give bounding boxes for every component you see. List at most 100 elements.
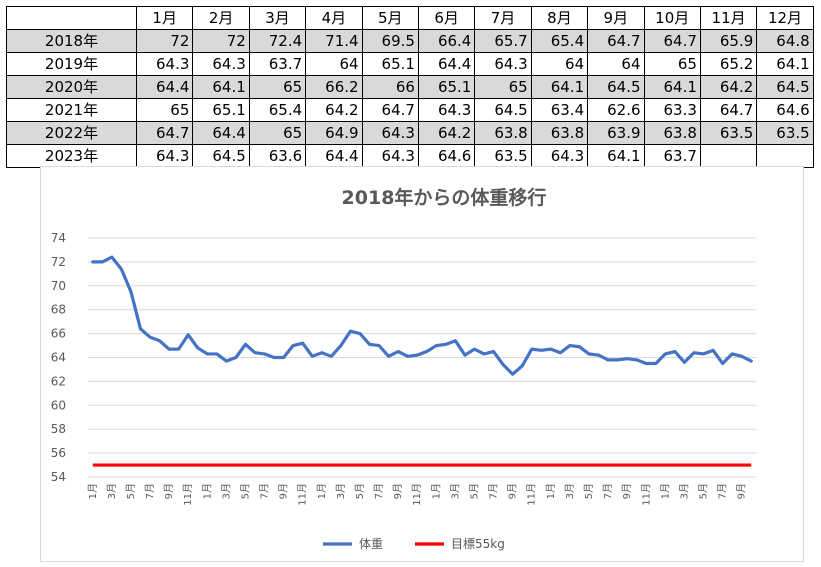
weight-cell: 63.5	[474, 144, 532, 168]
year-header: 2022年	[6, 121, 137, 145]
month-header: 10月	[643, 6, 701, 30]
weight-cell: 65	[248, 75, 307, 99]
weight-cell: 72.4	[248, 29, 307, 53]
x-tick-label: 3月	[335, 483, 347, 499]
table-row: 2022年 64.7 64.4 65 64.9 64.3 64.2 63.8 63.8 63.9 6…	[6, 121, 814, 145]
x-tick-label: 9月	[392, 483, 404, 499]
month-header: 3月	[248, 6, 307, 30]
weight-cell: 63.7	[248, 52, 307, 76]
weight-cell: 64.3	[530, 144, 589, 168]
month-header: 6月	[417, 6, 476, 30]
month-header: 9月	[587, 6, 645, 30]
month-header: 1月	[135, 6, 194, 30]
weight-table: 1月 2月 3月 4月 5月 6月 7月 8月 9月 10月 11月 12月 2018年 72 72 72.4…	[6, 6, 814, 168]
x-tick-label: 5月	[354, 483, 366, 499]
weight-cell: 64.1	[530, 75, 589, 99]
weight-line-chart: 2018年からの体重移行 54 56 58 60 62 64 66 68 70 72 74 1月 3月 5月…	[51, 186, 756, 551]
x-tick-label: 9月	[621, 483, 633, 499]
weight-cell: 64.4	[135, 75, 194, 99]
weight-cell: 64.7	[643, 29, 701, 53]
table-row: 2018年 72 72 72.4 71.4 69.5 66.4 65.7 65.4 64.7 64.…	[6, 29, 814, 53]
weight-cell: 64.1	[587, 144, 645, 168]
x-tick-label: 7月	[373, 483, 385, 499]
weight-cell: 64.3	[417, 98, 476, 122]
weight-cell: 64.7	[361, 98, 419, 122]
x-tick-label: 11月	[640, 483, 652, 506]
weight-cell: 72	[192, 29, 250, 53]
weight-cell: 64.2	[699, 75, 758, 99]
x-tick-label: 3月	[106, 483, 118, 499]
weight-cell: 63.4	[530, 98, 589, 122]
table-row: 2020年 64.4 64.1 65 66.2 66 65.1 65 64.1 64.5 64.1 6…	[6, 75, 814, 99]
weight-cell: 64.8	[756, 29, 814, 53]
table-corner-cell	[6, 6, 137, 30]
weight-cell	[756, 144, 814, 168]
y-tick-label: 58	[51, 422, 66, 436]
table-header-row: 1月 2月 3月 4月 5月 6月 7月 8月 9月 10月 11月 12月	[6, 6, 814, 30]
weight-cell: 64.1	[643, 75, 701, 99]
weight-cell: 63.8	[643, 121, 701, 145]
x-tick-label: 9月	[507, 483, 519, 499]
x-tick-label: 3月	[678, 483, 690, 499]
weight-cell: 65	[248, 121, 307, 145]
x-tick-label: 1月	[545, 483, 557, 499]
x-tick-label: 1月	[430, 483, 442, 499]
weight-cell: 64.5	[192, 144, 250, 168]
x-tick-label: 5月	[698, 483, 710, 499]
weight-cell: 64.2	[417, 121, 476, 145]
legend-label-target: 目標55kg	[451, 537, 505, 551]
month-header: 11月	[699, 6, 758, 30]
x-tick-label: 5月	[239, 483, 251, 499]
weight-cell: 64.5	[587, 75, 645, 99]
weight-cell: 63.7	[643, 144, 701, 168]
month-header: 4月	[305, 6, 363, 30]
x-tick-label: 5月	[468, 483, 480, 499]
y-tick-label: 66	[51, 327, 66, 341]
x-tick-label: 7月	[144, 483, 156, 499]
x-tick-label: 7月	[717, 483, 729, 499]
weight-cell: 65.4	[248, 98, 307, 122]
weight-cell: 63.9	[587, 121, 645, 145]
weight-cell: 65.7	[474, 29, 532, 53]
weight-cell: 66	[361, 75, 419, 99]
year-header: 2023年	[6, 144, 137, 168]
weight-cell: 65.2	[699, 52, 758, 76]
weight-cell: 66.2	[305, 75, 363, 99]
weight-cell: 65.4	[530, 29, 589, 53]
x-tick-label: 3月	[220, 483, 232, 499]
x-tick-label: 1月	[201, 483, 213, 499]
weight-cell: 64.1	[192, 75, 250, 99]
legend-label-weight: 体重	[359, 537, 383, 551]
y-tick-label: 68	[51, 303, 66, 317]
x-tick-label: 1月	[659, 483, 671, 499]
y-tick-label: 56	[51, 446, 66, 460]
weight-cell: 65	[643, 52, 701, 76]
x-tick-label: 9月	[163, 483, 175, 499]
x-tick-label: 11月	[526, 483, 538, 506]
year-header: 2018年	[6, 29, 137, 53]
y-tick-label: 74	[51, 231, 66, 245]
weight-cell: 72	[135, 29, 194, 53]
weight-cell: 63.8	[530, 121, 589, 145]
weight-cell: 64.3	[192, 52, 250, 76]
weight-cell: 63.8	[474, 121, 532, 145]
weight-cell: 64.6	[756, 98, 814, 122]
x-tick-label: 11月	[411, 483, 423, 506]
x-tick-label: 11月	[182, 483, 194, 506]
weight-cell: 64.5	[474, 98, 532, 122]
x-tick-label: 3月	[449, 483, 461, 499]
y-tick-label: 60	[51, 398, 66, 412]
weight-cell: 69.5	[361, 29, 419, 53]
year-header: 2021年	[6, 98, 137, 122]
weight-cell: 66.4	[417, 29, 476, 53]
x-tick-label: 5月	[125, 483, 137, 499]
weight-cell: 64.7	[135, 121, 194, 145]
weight-cell: 64.3	[135, 52, 194, 76]
weight-cell: 64.3	[361, 121, 419, 145]
weight-cell: 64.6	[417, 144, 476, 168]
weight-cell	[699, 144, 758, 168]
x-tick-label: 9月	[736, 483, 748, 499]
chart-area: 2018年からの体重移行 54 56 58 60 62 64 66 68 70 72 74 1月 3月 5月…	[40, 166, 804, 562]
month-header: 12月	[756, 6, 814, 30]
weight-cell: 64.1	[756, 52, 814, 76]
